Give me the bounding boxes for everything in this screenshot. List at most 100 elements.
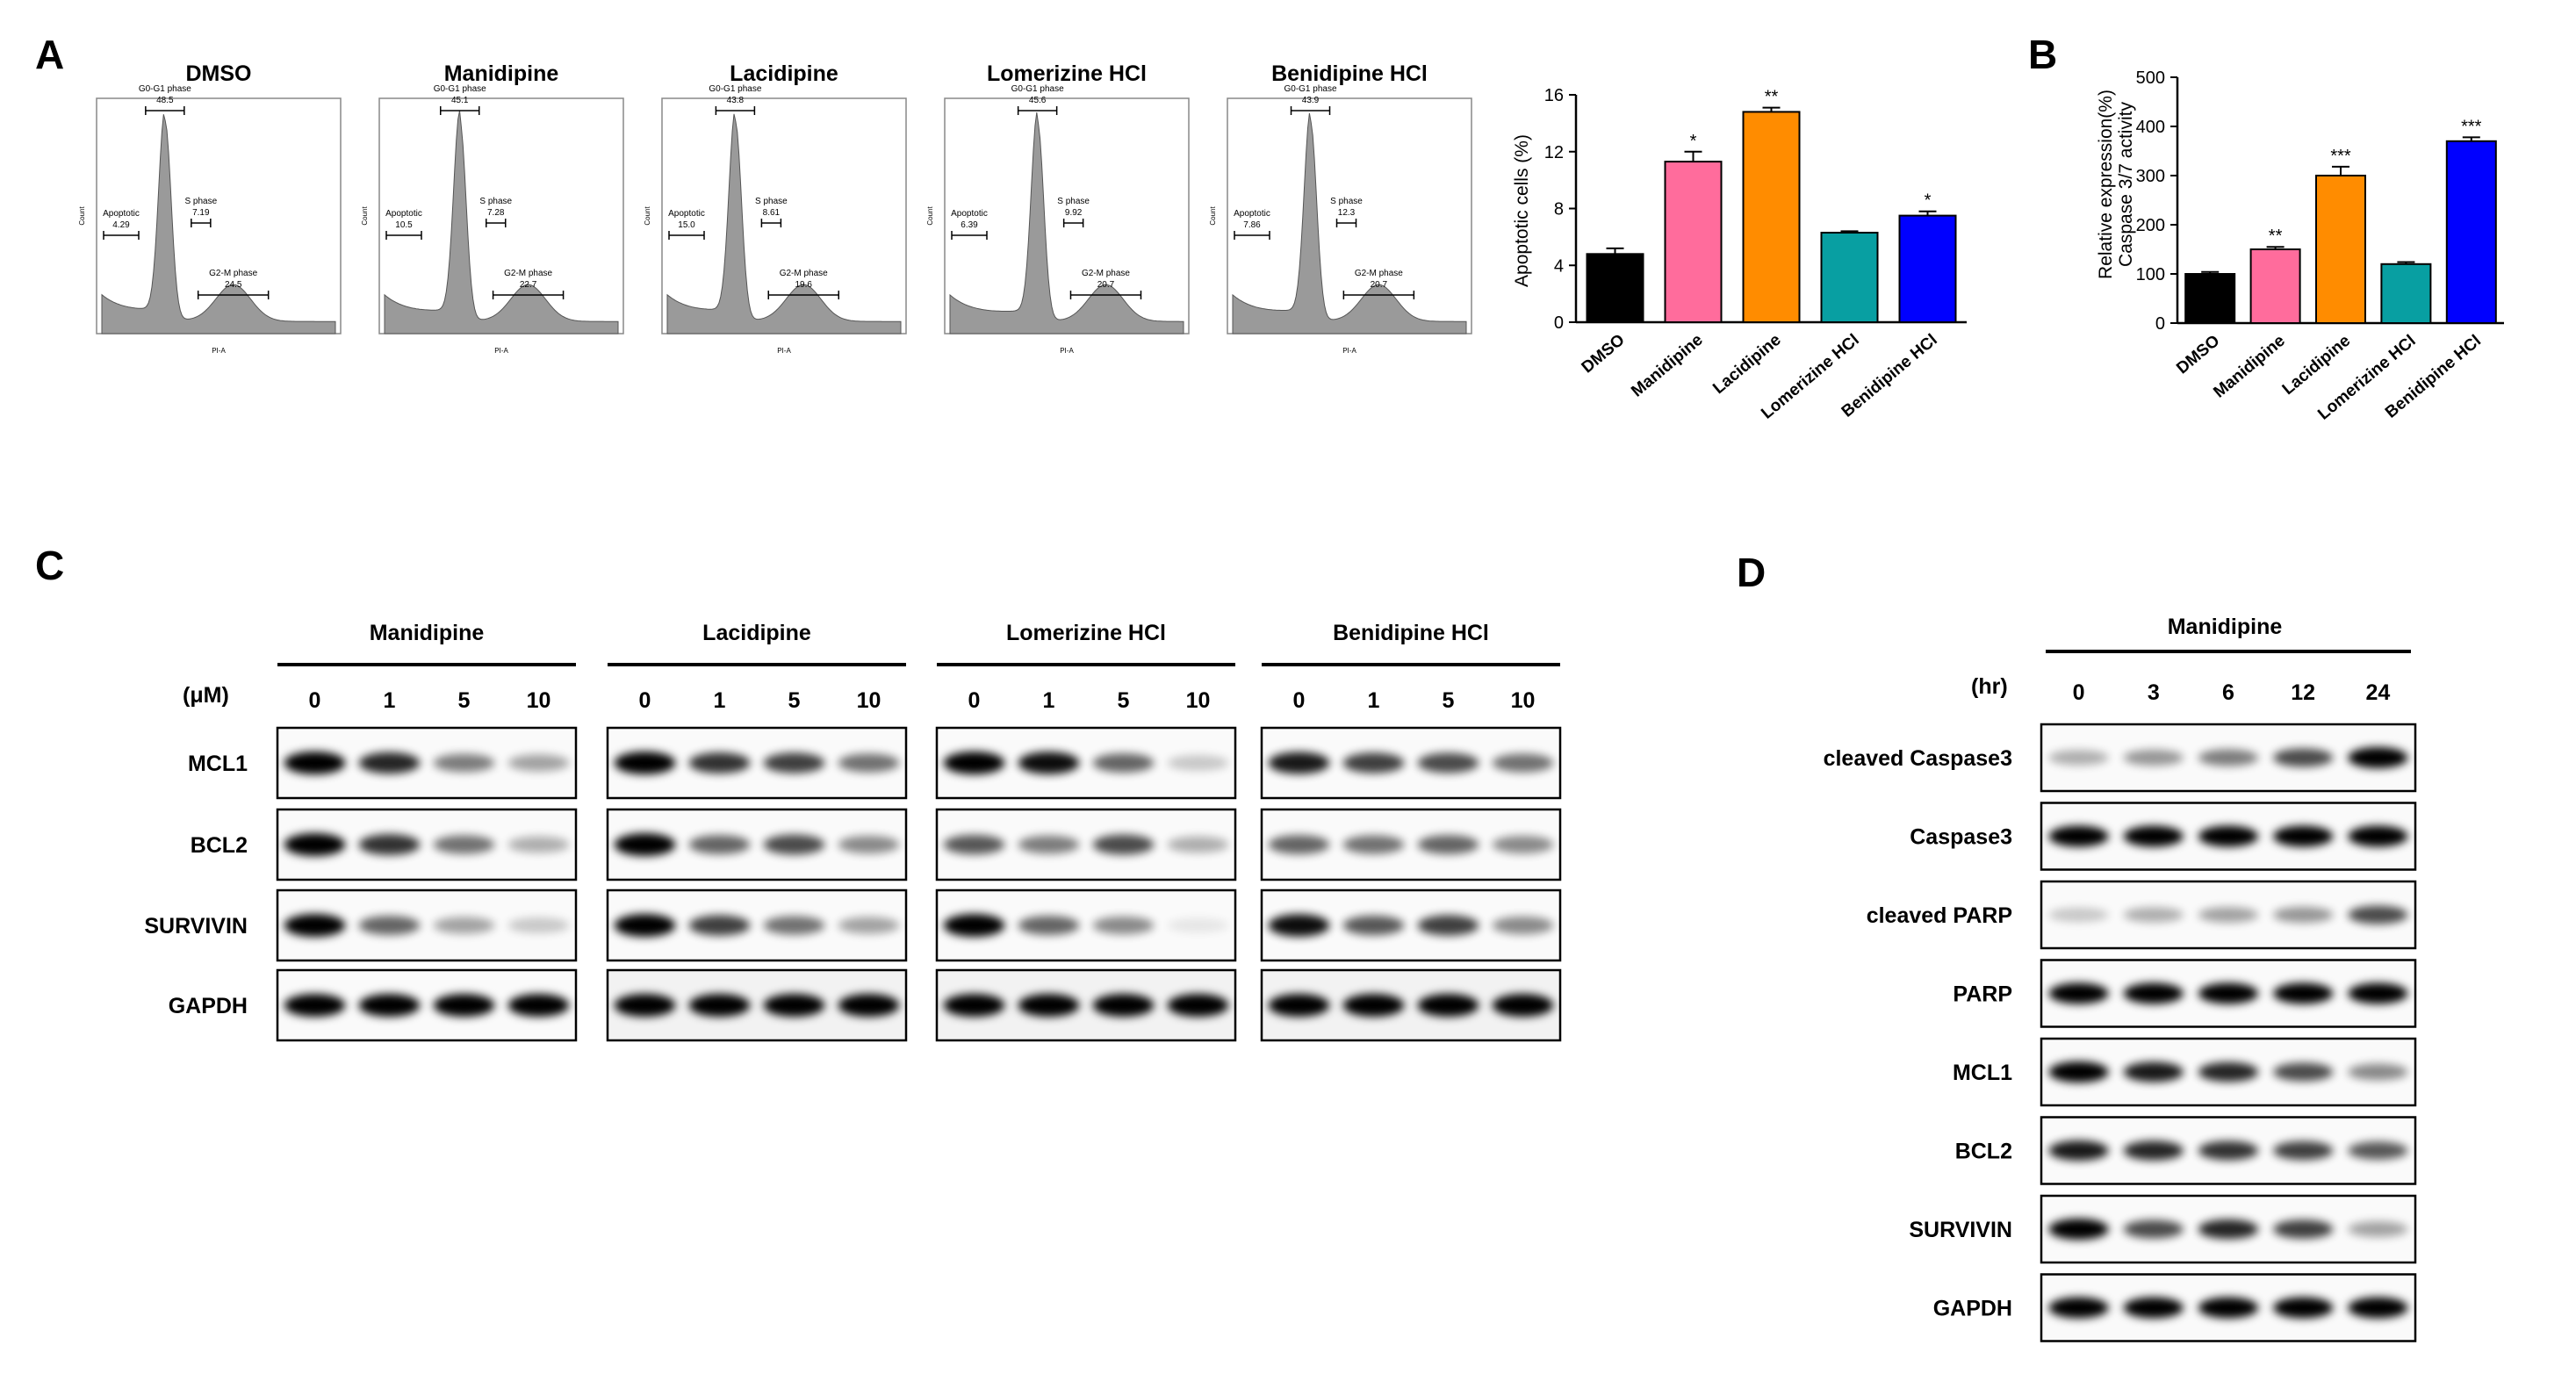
band: [1417, 835, 1479, 854]
dose-label: 5: [1118, 688, 1130, 713]
time-label: 12: [2291, 680, 2315, 705]
band: [284, 914, 346, 937]
histogram-title: Benidipine HCl: [1271, 61, 1428, 86]
gate-g0g1-value: 43.8: [727, 96, 745, 105]
histogram-title: DMSO: [186, 61, 252, 86]
y-tick-label: 300: [2136, 167, 2165, 186]
band: [2273, 982, 2334, 1004]
band: [358, 994, 421, 1017]
band: [507, 994, 570, 1017]
band: [1342, 994, 1405, 1017]
band: [433, 917, 495, 934]
dose-label: 10: [1511, 688, 1536, 713]
band: [2198, 825, 2259, 847]
histogram-curve: [1232, 112, 1467, 335]
band: [1417, 994, 1479, 1017]
histogram-y-label: Count: [644, 206, 651, 226]
band: [284, 994, 346, 1017]
band: [2048, 1297, 2109, 1319]
gate-g2m-label: G2-M phase: [1355, 269, 1403, 278]
gate-s-label: S phase: [479, 197, 512, 206]
band: [1092, 994, 1155, 1017]
gate-apoptotic-label: Apoptotic: [1234, 209, 1270, 219]
dose-group-title: Lacidipine: [702, 621, 811, 645]
histogram-curve: [949, 112, 1184, 335]
time-label: 24: [2365, 680, 2390, 705]
gate-apoptotic-value: 7.86: [1243, 220, 1261, 230]
time-row-label: Caspase3: [1910, 825, 2012, 850]
bar-dmso: [2184, 273, 2236, 324]
gate-s-value: 7.19: [192, 208, 210, 218]
band: [2273, 825, 2334, 847]
gate-g0g1-value: 45.6: [1029, 96, 1047, 105]
band: [2048, 907, 2109, 923]
band: [2048, 1061, 2109, 1083]
time-row-label: GAPDH: [1933, 1297, 2012, 1321]
bar-manidipine: [1664, 161, 1723, 323]
gate-apoptotic-label: Apoptotic: [951, 209, 988, 219]
dose-label: 5: [1443, 688, 1455, 713]
y-tick-label: 0: [1554, 313, 1564, 333]
time-label: 3: [2148, 680, 2160, 705]
band: [763, 994, 825, 1017]
band: [838, 753, 900, 773]
bar-lacidipine: [2315, 175, 2366, 324]
dose-label: 10: [527, 688, 551, 713]
band: [358, 834, 421, 855]
significance-mark: **: [2269, 227, 2283, 246]
band: [1092, 753, 1155, 773]
dose-label: 1: [384, 688, 396, 713]
dose-label: 10: [1186, 688, 1211, 713]
dose-label: 0: [1293, 688, 1306, 713]
band: [1167, 836, 1229, 853]
band: [284, 752, 346, 774]
band: [507, 754, 570, 772]
time-row-label: PARP: [1953, 982, 2012, 1007]
category-label: Manidipine: [1628, 331, 1707, 401]
dose-label: 5: [458, 688, 471, 713]
band: [1092, 916, 1155, 935]
band: [1268, 835, 1330, 854]
band: [1417, 752, 1479, 773]
panel-label-c: C: [35, 543, 64, 588]
dose-group-4: Benidipine HCl 0 1 5 10: [1260, 621, 1562, 1042]
bar-dmso: [1586, 253, 1644, 323]
band: [1018, 916, 1080, 935]
gate-s-value: 8.61: [763, 208, 781, 218]
band: [2198, 982, 2259, 1004]
dose-label: 1: [714, 688, 726, 713]
band: [614, 994, 676, 1017]
gate-s-label: S phase: [1057, 197, 1090, 206]
band: [2348, 1297, 2408, 1319]
band: [2048, 982, 2109, 1004]
time-row-label: MCL1: [1953, 1061, 2012, 1085]
gate-g2m-value: 22.7: [520, 280, 537, 290]
dose-label: 1: [1368, 688, 1380, 713]
dose-group-title: Lomerizine HCl: [1006, 621, 1166, 645]
time-label: 6: [2222, 680, 2234, 705]
time-row-label: SURVIVIN: [1909, 1218, 2012, 1242]
band: [358, 752, 421, 774]
band: [2123, 825, 2184, 847]
band: [614, 752, 676, 774]
dose-label: 0: [309, 688, 321, 713]
histogram-title: Lomerizine HCl: [987, 61, 1147, 86]
significance-mark: *: [1690, 132, 1697, 151]
band: [2198, 1219, 2259, 1240]
histogram-curve: [384, 110, 619, 335]
band: [1492, 916, 1554, 935]
band: [1342, 915, 1405, 936]
band: [2348, 982, 2408, 1004]
gate-g0g1-value: 45.1: [451, 96, 469, 105]
band: [1492, 753, 1554, 773]
gate-s-label: S phase: [755, 197, 788, 206]
bar-manidipine: [2249, 248, 2301, 324]
gate-g0g1-label: G0-G1 phase: [709, 84, 761, 94]
y-tick-label: 500: [2136, 68, 2165, 88]
y-tick-label: 4: [1554, 256, 1564, 276]
band: [2123, 982, 2184, 1004]
band: [763, 752, 825, 773]
gate-s-label: S phase: [1330, 197, 1363, 206]
